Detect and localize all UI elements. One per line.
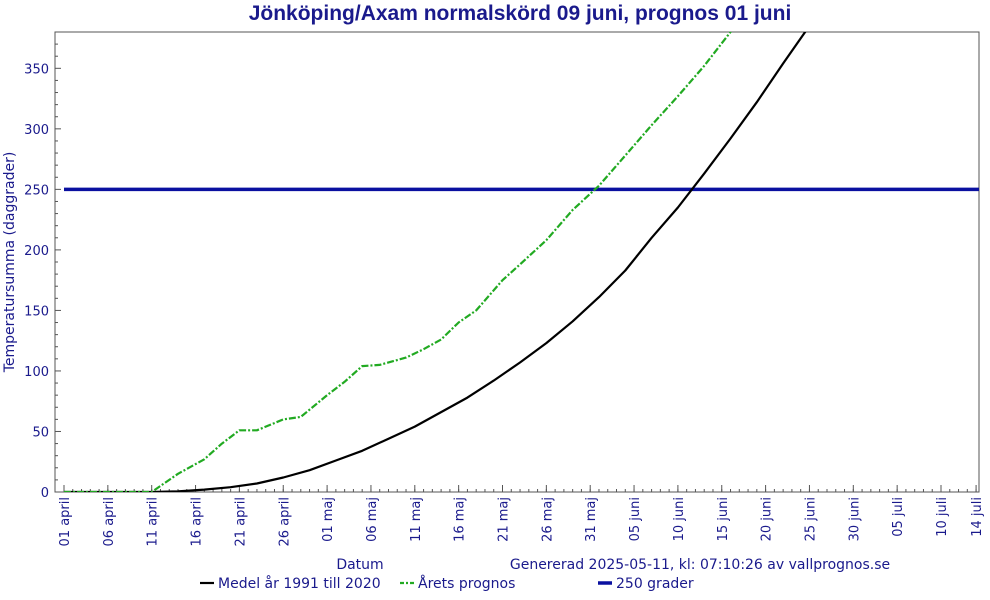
y-tick-label: 150 [24, 304, 49, 319]
x-axis: 01 april 06 april 11 april 16 april 21 april… [58, 485, 985, 546]
x-tick-label: 25 juni [803, 497, 818, 541]
x-tick-label: 05 juli [891, 497, 906, 537]
x-tick-label: 21 april [233, 497, 248, 546]
y-tick-label: 100 [24, 365, 49, 380]
x-tick-label: 16 april [190, 497, 205, 546]
x-tick-label: 11 maj [409, 497, 424, 542]
x-tick-label: 11 april [146, 497, 161, 546]
x-tick-label: 06 april [102, 497, 117, 546]
x-tick-label: 05 juni [628, 497, 643, 541]
y-axis: 0 50 100 150 200 250 300 350 [24, 43, 61, 501]
chart-title: Jönköping/Axam normalskörd 09 juni, prog… [249, 2, 792, 25]
series-line-0 [64, 32, 807, 492]
series-layer [64, 32, 979, 492]
y-tick-label: 350 [24, 62, 49, 77]
x-tick-label: 06 maj [365, 497, 380, 542]
x-tick-label: 10 juni [672, 497, 687, 541]
y-tick-label: 50 [32, 425, 49, 440]
plot-frame [54, 31, 980, 493]
y-tick-label: 0 [41, 486, 49, 501]
y-tick-label: 300 [24, 123, 49, 138]
y-tick-label: 250 [24, 183, 49, 198]
y-axis-label: Temperatursumma (daggrader) [2, 152, 18, 374]
x-tick-label: 01 maj [321, 497, 336, 542]
x-tick-label: 01 april [58, 497, 73, 546]
x-tick-label: 26 maj [540, 497, 555, 542]
series-line-1 [64, 32, 732, 492]
x-tick-label: 30 juni [847, 497, 862, 541]
y-tick-label: 200 [24, 244, 49, 259]
x-tick-label: 10 juli [935, 497, 950, 537]
legend-label-2: 250 grader [616, 576, 694, 592]
x-axis-label: Datum [336, 557, 383, 573]
legend-label-1: Årets prognos [418, 575, 515, 592]
x-tick-label: 15 juni [716, 497, 731, 541]
x-tick-label: 26 april [277, 497, 292, 546]
x-tick-label: 14 juli [970, 497, 985, 537]
x-tick-label: 16 maj [453, 497, 468, 542]
x-tick-label: 20 juni [760, 497, 775, 541]
generated-text: Genererad 2025-05-11, kl: 07:10:26 av va… [510, 557, 890, 573]
x-tick-label: 21 maj [497, 497, 512, 542]
x-tick-label: 31 maj [584, 497, 599, 542]
legend-label-0: Medel år 1991 till 2020 [218, 575, 381, 592]
legend: Medel år 1991 till 2020 Årets prognos 250 … [200, 575, 694, 592]
